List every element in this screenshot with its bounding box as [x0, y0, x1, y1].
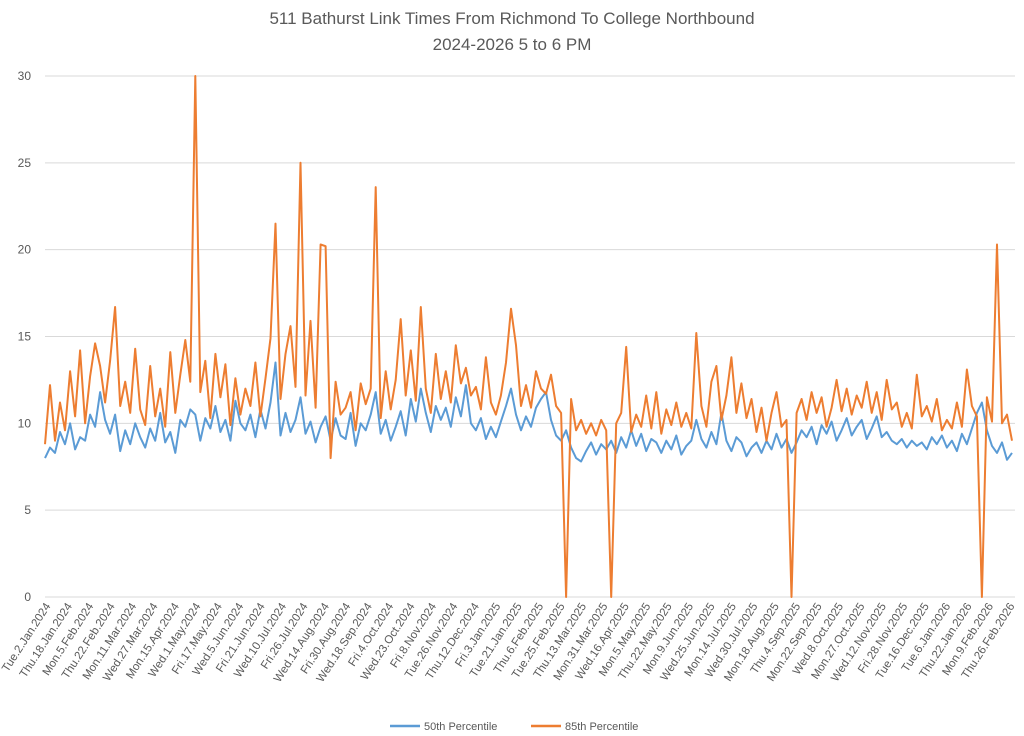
- y-tick-label: 25: [18, 156, 32, 170]
- y-tick-label: 0: [24, 590, 31, 604]
- y-tick-label: 5: [24, 503, 31, 517]
- legend-label-85th: 85th Percentile: [565, 721, 638, 733]
- series-line-50th-percentile: [44, 361, 1013, 463]
- y-tick-label: 10: [18, 416, 32, 430]
- series-line-85th-percentile: [44, 75, 1013, 598]
- legend: 50th Percentile 85th Percentile: [390, 721, 638, 733]
- chart-title-line-1: 511 Bathurst Link Times From Richmond To…: [269, 9, 754, 28]
- y-tick-label: 30: [18, 69, 32, 83]
- y-tick-label: 20: [18, 243, 32, 257]
- chart-title-line-2: 2024-2026 5 to 6 PM: [433, 35, 592, 54]
- x-axis-ticks: Tue.2.Jan.2024Thu.18.Jan.2024Mon.5.Feb.2…: [0, 601, 1017, 685]
- y-tick-label: 15: [18, 330, 32, 344]
- legend-label-50th: 50th Percentile: [424, 721, 497, 733]
- series-lines: [44, 75, 1013, 598]
- y-axis-ticks: 0 5 10 15 20 25 30: [18, 69, 32, 604]
